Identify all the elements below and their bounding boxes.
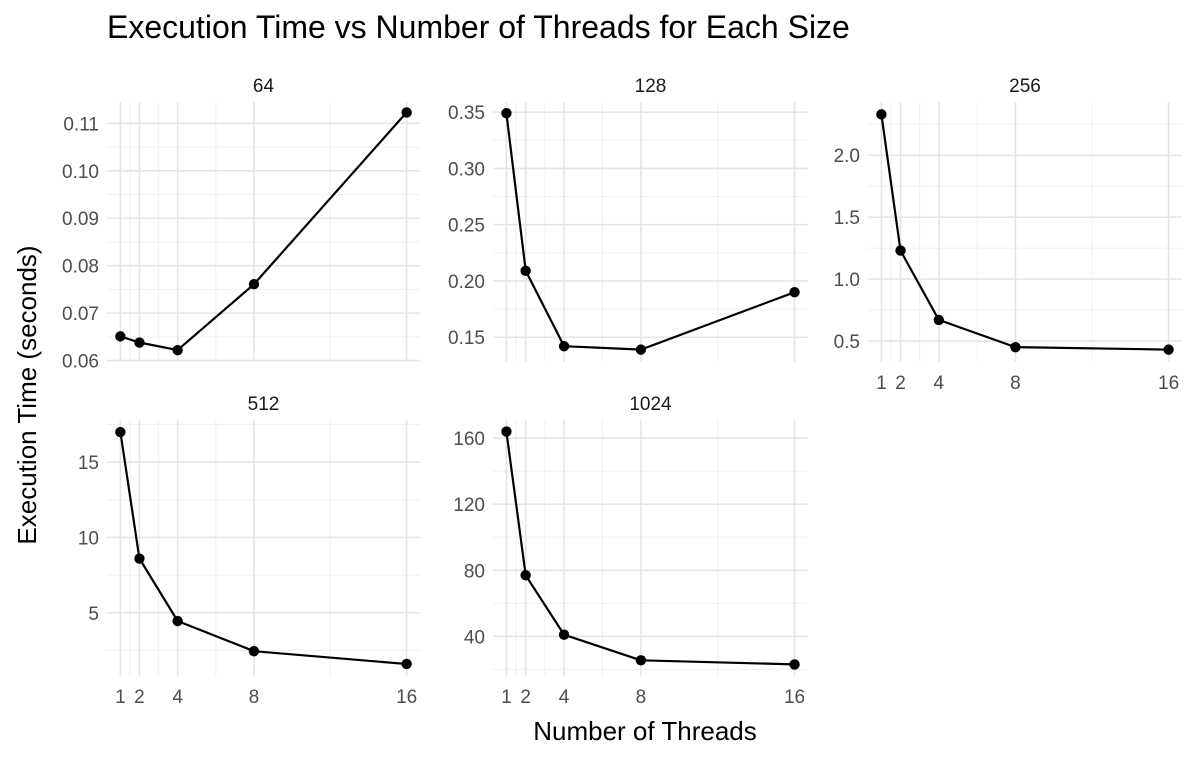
data-point — [789, 659, 800, 670]
data-point — [401, 107, 412, 118]
data-point — [520, 570, 531, 581]
data-point — [172, 615, 183, 627]
data-point — [876, 109, 887, 120]
y-tick-label: 5 — [88, 604, 99, 625]
data-point — [1163, 344, 1174, 355]
y-tick-label: 0.11 — [63, 114, 99, 135]
x-tick-label: 8 — [249, 687, 260, 708]
panel-strip-label: 512 — [248, 394, 280, 415]
y-tick-label: 0.15 — [448, 328, 485, 349]
x-tick-label: 16 — [1158, 373, 1179, 394]
data-point — [172, 344, 183, 356]
y-tick-label: 0.25 — [448, 216, 485, 237]
y-tick-label: 0.10 — [62, 162, 99, 183]
data-point — [501, 426, 512, 437]
y-tick-label: 160 — [453, 429, 485, 450]
panel-strip-label: 128 — [635, 76, 667, 97]
series-line — [505, 431, 795, 666]
y-tick-label: 10 — [78, 528, 99, 549]
panel-strip-label: 256 — [1009, 76, 1041, 97]
y-tick-label: 1.5 — [834, 208, 860, 229]
data-point — [501, 108, 512, 119]
y-tick-label: 15 — [78, 453, 99, 474]
data-point — [115, 331, 126, 342]
data-point — [248, 278, 260, 290]
y-tick-label: 0.5 — [834, 332, 860, 353]
panel-64: 0.06 0.07 0.08 0.09 0.10 0.11 64 — [62, 76, 420, 373]
chart-title: Execution Time vs Number of Threads for … — [107, 9, 850, 45]
y-tick-label: 40 — [464, 627, 485, 648]
panel-1024: 40 80 120 160 1024 1 2 4 8 16 — [453, 394, 808, 708]
data-point — [558, 629, 570, 640]
x-tick-label: 4 — [172, 687, 183, 708]
data-point — [134, 337, 145, 348]
panel-strip-label: 64 — [253, 76, 275, 97]
panels: 0.060.070.080.090.100.11640.150.200.250.… — [62, 76, 1182, 708]
data-point — [115, 426, 126, 438]
data-point — [933, 314, 945, 326]
data-point — [789, 287, 800, 298]
x-tick-label: 2 — [520, 687, 531, 708]
y-tick-label: 0.06 — [62, 352, 99, 373]
x-tick-label: 1 — [501, 687, 512, 708]
x-axis-label: Number of Threads — [533, 716, 757, 746]
y-tick-label: 2.0 — [834, 146, 860, 167]
series-line — [505, 113, 795, 351]
data-point — [558, 341, 570, 352]
x-tick-label: 4 — [559, 687, 570, 708]
x-tick-label: 2 — [895, 373, 906, 394]
data-point — [134, 553, 145, 564]
x-tick-label: 2 — [134, 687, 145, 708]
data-point — [895, 245, 906, 256]
data-point — [1010, 341, 1021, 353]
panel-strip-label: 1024 — [629, 394, 672, 415]
data-point — [520, 265, 531, 277]
x-tick-label: 8 — [636, 687, 647, 708]
y-tick-label: 0.20 — [448, 272, 485, 293]
panel-256: 0.5 1.0 1.5 2.0 256 1 2 4 8 16 — [834, 76, 1182, 394]
data-point — [635, 655, 647, 666]
series-line — [120, 111, 408, 352]
y-tick-label: 0.08 — [62, 257, 99, 278]
y-tick-label: 120 — [453, 495, 485, 516]
y-tick-label: 80 — [464, 561, 485, 582]
data-point — [248, 645, 260, 657]
y-tick-label: 0.09 — [62, 209, 99, 230]
y-tick-label: 1.0 — [834, 270, 860, 291]
x-tick-label: 16 — [396, 687, 417, 708]
panel-512: 5 10 15 512 1 2 4 8 16 — [78, 394, 420, 708]
data-point — [401, 658, 412, 670]
x-tick-label: 1 — [876, 373, 887, 394]
y-tick-label: 0.30 — [448, 159, 485, 180]
x-tick-label: 4 — [934, 373, 945, 394]
y-tick-label: 0.35 — [448, 103, 485, 124]
panel-128: 0.15 0.20 0.25 0.30 0.35 128 — [448, 76, 808, 362]
x-tick-label: 1 — [115, 687, 126, 708]
x-tick-label: 8 — [1010, 373, 1021, 394]
x-tick-label: 16 — [784, 687, 805, 708]
y-tick-label: 0.07 — [62, 304, 99, 325]
data-point — [635, 344, 647, 355]
series-line — [880, 114, 1169, 351]
series-line — [119, 431, 407, 666]
y-axis-label: Execution Time (seconds) — [12, 245, 42, 544]
